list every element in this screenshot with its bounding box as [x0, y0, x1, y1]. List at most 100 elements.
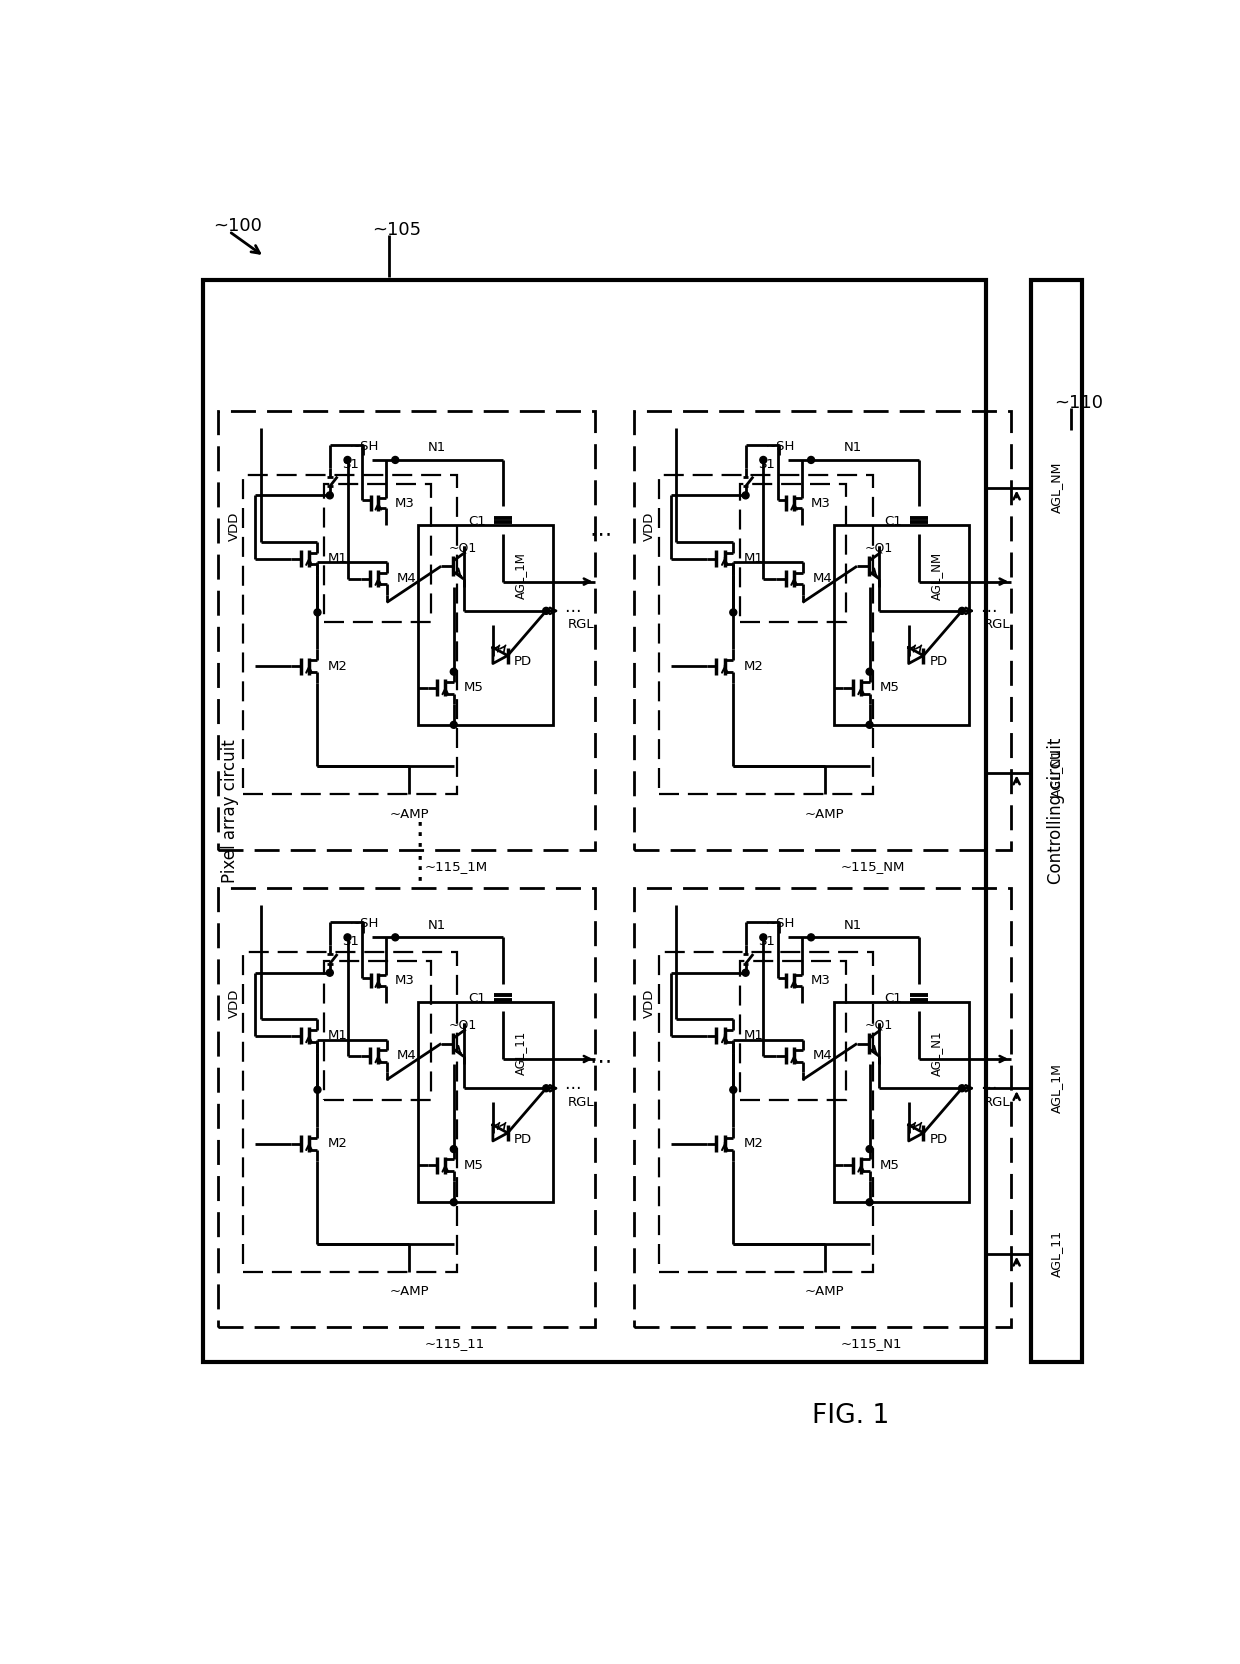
Circle shape: [450, 722, 458, 729]
Text: Controlling circuit: Controlling circuit: [1048, 737, 1065, 884]
Text: VDD: VDD: [644, 511, 656, 541]
Text: N1: N1: [428, 919, 446, 932]
Circle shape: [807, 934, 815, 940]
Text: M1: M1: [327, 552, 347, 566]
Text: ~AMP: ~AMP: [389, 1285, 429, 1298]
Text: M5: M5: [464, 681, 484, 694]
Text: ⋯: ⋯: [564, 602, 580, 621]
Text: ~AMP: ~AMP: [805, 807, 844, 820]
Text: RGL: RGL: [568, 1095, 594, 1108]
Text: PD: PD: [930, 656, 947, 669]
Circle shape: [959, 1085, 966, 1092]
Text: M1: M1: [743, 1030, 763, 1042]
Text: VDD: VDD: [227, 988, 241, 1018]
Text: M4: M4: [812, 1050, 832, 1062]
Text: ~115_N1: ~115_N1: [841, 1338, 901, 1351]
Text: RGL: RGL: [983, 619, 1011, 631]
Circle shape: [343, 456, 351, 463]
Text: ⋮: ⋮: [404, 820, 435, 849]
Text: ~105: ~105: [372, 221, 422, 238]
Text: ⋮: ⋮: [404, 854, 435, 884]
Bar: [835, 1002, 968, 1201]
Text: ~Q1: ~Q1: [449, 541, 477, 554]
Text: S1: S1: [758, 458, 775, 471]
Text: M3: M3: [811, 973, 831, 987]
Text: VDD: VDD: [644, 988, 656, 1018]
Text: M3: M3: [396, 973, 415, 987]
Text: M5: M5: [879, 681, 899, 694]
Text: M4: M4: [812, 572, 832, 586]
Text: M2: M2: [327, 1137, 347, 1150]
Text: VDD: VDD: [227, 511, 241, 541]
Text: AGL_11: AGL_11: [513, 1030, 527, 1075]
Text: M5: M5: [464, 1158, 484, 1171]
Text: PD: PD: [513, 656, 532, 669]
Text: M3: M3: [396, 496, 415, 509]
Text: RGL: RGL: [568, 619, 594, 631]
Text: ~SH: ~SH: [765, 917, 795, 930]
Text: C1: C1: [469, 992, 486, 1005]
Text: AGL_NM: AGL_NM: [930, 551, 942, 599]
Text: AGL_1M: AGL_1M: [513, 552, 527, 599]
Circle shape: [866, 1145, 873, 1153]
Circle shape: [450, 1198, 458, 1206]
Text: N1: N1: [428, 441, 446, 454]
Text: AGL_NM: AGL_NM: [1050, 463, 1063, 514]
Text: ~Q1: ~Q1: [864, 541, 893, 554]
Circle shape: [450, 1145, 458, 1153]
Text: N1: N1: [843, 441, 862, 454]
Text: ~Q1: ~Q1: [449, 1018, 477, 1032]
Text: S1: S1: [758, 935, 775, 948]
Text: ⋯: ⋯: [590, 1052, 613, 1072]
Text: AGL_1M: AGL_1M: [1050, 1063, 1063, 1113]
Bar: [835, 524, 968, 726]
Circle shape: [343, 934, 351, 940]
Circle shape: [450, 669, 458, 676]
Circle shape: [866, 722, 873, 729]
Circle shape: [730, 609, 737, 616]
Text: PD: PD: [930, 1133, 947, 1145]
Text: S1: S1: [342, 935, 360, 948]
Text: M5: M5: [879, 1158, 899, 1171]
Text: FIG. 1: FIG. 1: [812, 1403, 890, 1428]
Text: ⋯: ⋯: [590, 524, 613, 544]
Text: M3: M3: [811, 496, 831, 509]
Text: ⋯: ⋯: [980, 602, 997, 621]
Text: AGL_11: AGL_11: [1050, 1230, 1063, 1278]
Text: AGL_N1: AGL_N1: [1050, 749, 1063, 797]
Circle shape: [743, 970, 749, 977]
Bar: [203, 280, 986, 1361]
Text: RGL: RGL: [983, 1095, 1011, 1108]
Text: C1: C1: [884, 516, 901, 527]
Circle shape: [314, 609, 321, 616]
Bar: [418, 1002, 553, 1201]
Text: ~110: ~110: [1054, 394, 1102, 413]
Text: M4: M4: [397, 572, 417, 586]
Text: ~Q1: ~Q1: [864, 1018, 893, 1032]
Text: C1: C1: [469, 516, 486, 527]
Circle shape: [543, 607, 549, 614]
Circle shape: [314, 1087, 321, 1093]
Circle shape: [543, 1085, 549, 1092]
Text: PD: PD: [513, 1133, 532, 1145]
Text: AGL_N1: AGL_N1: [930, 1030, 942, 1075]
Circle shape: [760, 934, 766, 940]
Text: N1: N1: [843, 919, 862, 932]
Text: ~SH: ~SH: [350, 917, 379, 930]
Text: M2: M2: [743, 661, 763, 672]
Text: S1: S1: [342, 458, 360, 471]
Bar: [418, 524, 553, 726]
Text: M4: M4: [397, 1050, 417, 1062]
Text: ⋯: ⋯: [980, 1080, 997, 1097]
Text: M1: M1: [327, 1030, 347, 1042]
Circle shape: [326, 970, 334, 977]
Text: ~AMP: ~AMP: [389, 807, 429, 820]
Text: ⋯: ⋯: [564, 1080, 580, 1097]
Text: ~115_1M: ~115_1M: [424, 860, 487, 874]
Circle shape: [730, 1087, 737, 1093]
Text: Pixel array circuit: Pixel array circuit: [221, 739, 239, 884]
Text: ~100: ~100: [213, 216, 263, 235]
Circle shape: [760, 456, 766, 463]
Text: ~SH: ~SH: [765, 439, 795, 453]
Circle shape: [807, 456, 815, 463]
